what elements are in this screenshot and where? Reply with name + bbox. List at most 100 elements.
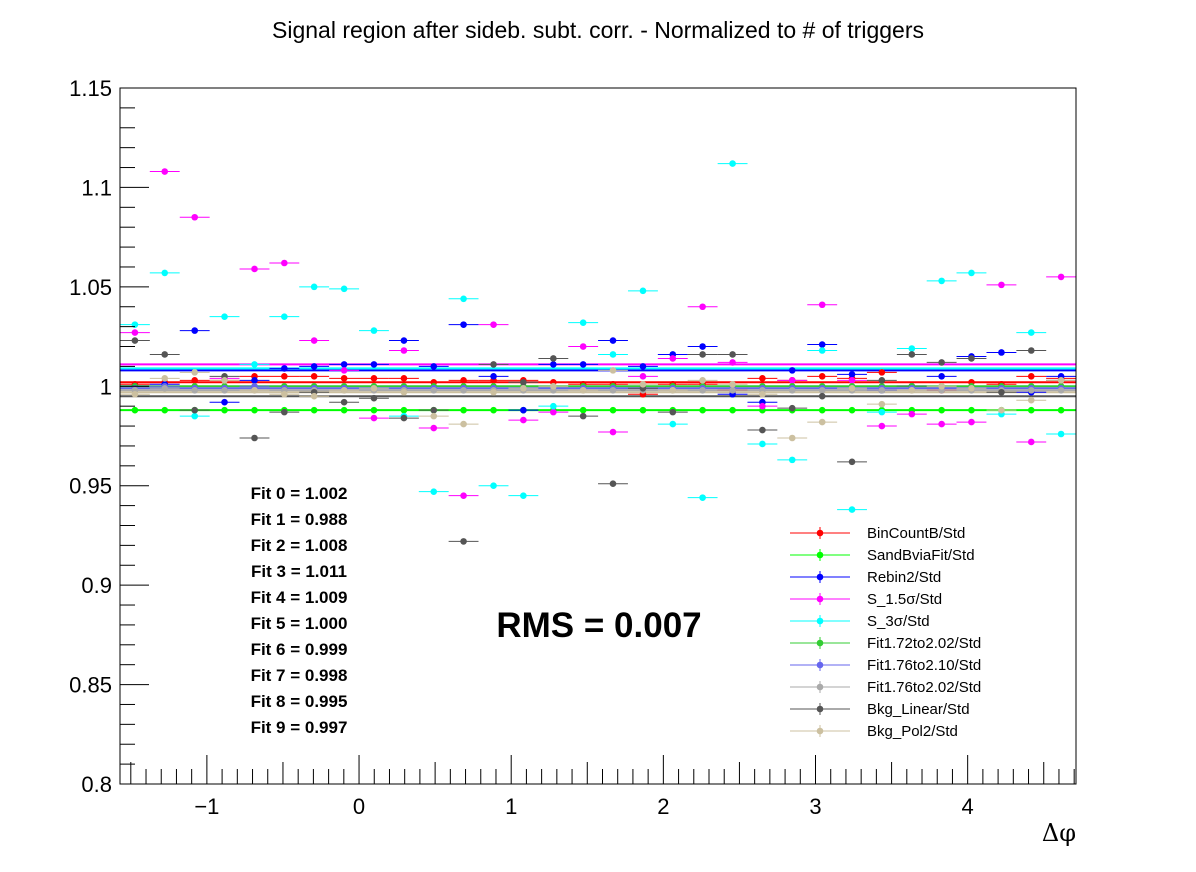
y-tick-label: 1.15: [69, 76, 112, 101]
data-point: [131, 390, 139, 398]
data-point: [191, 327, 199, 334]
data-point: [430, 488, 438, 495]
fit-lines: [120, 363, 1076, 412]
data-point: [281, 390, 288, 398]
data-point: [221, 398, 228, 406]
data-point: [669, 355, 677, 362]
data-point: [1027, 406, 1035, 414]
data-point: [908, 351, 916, 358]
data-point: [370, 361, 378, 368]
data-point: [968, 269, 975, 277]
data-point: [221, 313, 228, 320]
data-point: [1027, 396, 1035, 404]
y-tick-label: 0.85: [69, 673, 112, 698]
data-point: [788, 404, 796, 412]
fit-label: Fit 0 = 1.002: [251, 484, 348, 503]
data-point: [340, 375, 348, 382]
data-point: [818, 347, 826, 354]
data-point: [579, 343, 587, 350]
data-point: [878, 377, 886, 384]
data-point: [370, 327, 378, 334]
data-point: [818, 392, 826, 400]
data-point: [550, 361, 557, 368]
data-point: [251, 406, 258, 414]
data-point: [550, 355, 557, 362]
fit-label: Fit 9 = 0.997: [251, 718, 348, 737]
data-point: [520, 384, 527, 392]
data-point: [520, 416, 527, 424]
data-point: [699, 494, 706, 501]
data-point: [639, 287, 647, 295]
data-point: [550, 402, 557, 410]
y-tick-label: 1.05: [69, 275, 112, 300]
data-point: [310, 337, 318, 344]
x-tick-label: 1: [505, 794, 517, 819]
data-point: [609, 351, 617, 358]
data-point: [848, 406, 856, 414]
data-point: [998, 406, 1005, 414]
data-point: [968, 384, 975, 392]
data-point: [460, 538, 467, 545]
data-point: [400, 347, 408, 354]
data-point: [699, 386, 706, 394]
data-point: [370, 414, 378, 422]
data-point: [818, 373, 826, 380]
legend: BinCountB/Std SandBviaFit/Std Rebin2/Std S_…: [790, 525, 981, 740]
data-point: [639, 380, 647, 388]
data-point: [460, 377, 467, 384]
data-point: [520, 379, 527, 386]
data-point: [221, 386, 228, 394]
data-point: [370, 406, 378, 414]
data-point: [639, 363, 647, 370]
data-point: [340, 285, 348, 293]
data-point: [908, 386, 916, 394]
data-point: [938, 382, 945, 390]
data-point: [729, 160, 736, 167]
data-point: [310, 406, 318, 414]
fit-label: Fit 5 = 1.000: [251, 614, 348, 633]
data-point: [520, 406, 527, 414]
data-point: [968, 406, 975, 414]
x-tick-label: 0: [353, 794, 365, 819]
fit-label: Fit 1 = 0.988: [251, 510, 348, 529]
legend-marker: [816, 639, 824, 647]
data-point: [490, 361, 497, 368]
data-point: [609, 337, 617, 344]
data-point: [251, 265, 258, 273]
data-point: [310, 363, 318, 370]
legend-marker: [816, 683, 824, 691]
data-point: [191, 369, 199, 376]
data-point: [1027, 386, 1035, 394]
legend-marker: [816, 705, 824, 713]
data-point: [430, 406, 438, 414]
legend-marker: [816, 595, 824, 603]
data-point: [878, 408, 886, 416]
data-point: [759, 390, 766, 398]
data-point: [1057, 386, 1065, 394]
data-point: [759, 426, 766, 434]
x-tick-label: 2: [657, 794, 669, 819]
data-point: [938, 420, 945, 428]
data-point: [878, 369, 886, 376]
data-point: [908, 410, 916, 418]
data-point: [938, 277, 945, 285]
fit-labels: Fit 0 = 1.002 Fit 1 = 0.988 Fit 2 = 1.008 F…: [251, 484, 348, 737]
data-point: [400, 375, 408, 382]
data-point: [579, 386, 587, 394]
data-point: [639, 373, 647, 380]
data-point: [1057, 406, 1065, 414]
data-point: [818, 341, 826, 348]
data-point: [1057, 377, 1065, 384]
legend-marker: [816, 573, 824, 581]
legend-label: S_1.5σ/Std: [867, 591, 942, 608]
data-point: [699, 343, 706, 350]
data-point: [161, 384, 169, 392]
legend-marker: [816, 617, 824, 625]
data-point: [460, 386, 467, 394]
data-point: [400, 406, 408, 414]
data-point: [818, 418, 826, 426]
data-point: [848, 377, 856, 384]
data-point: [251, 434, 258, 442]
legend-marker: [816, 727, 824, 735]
